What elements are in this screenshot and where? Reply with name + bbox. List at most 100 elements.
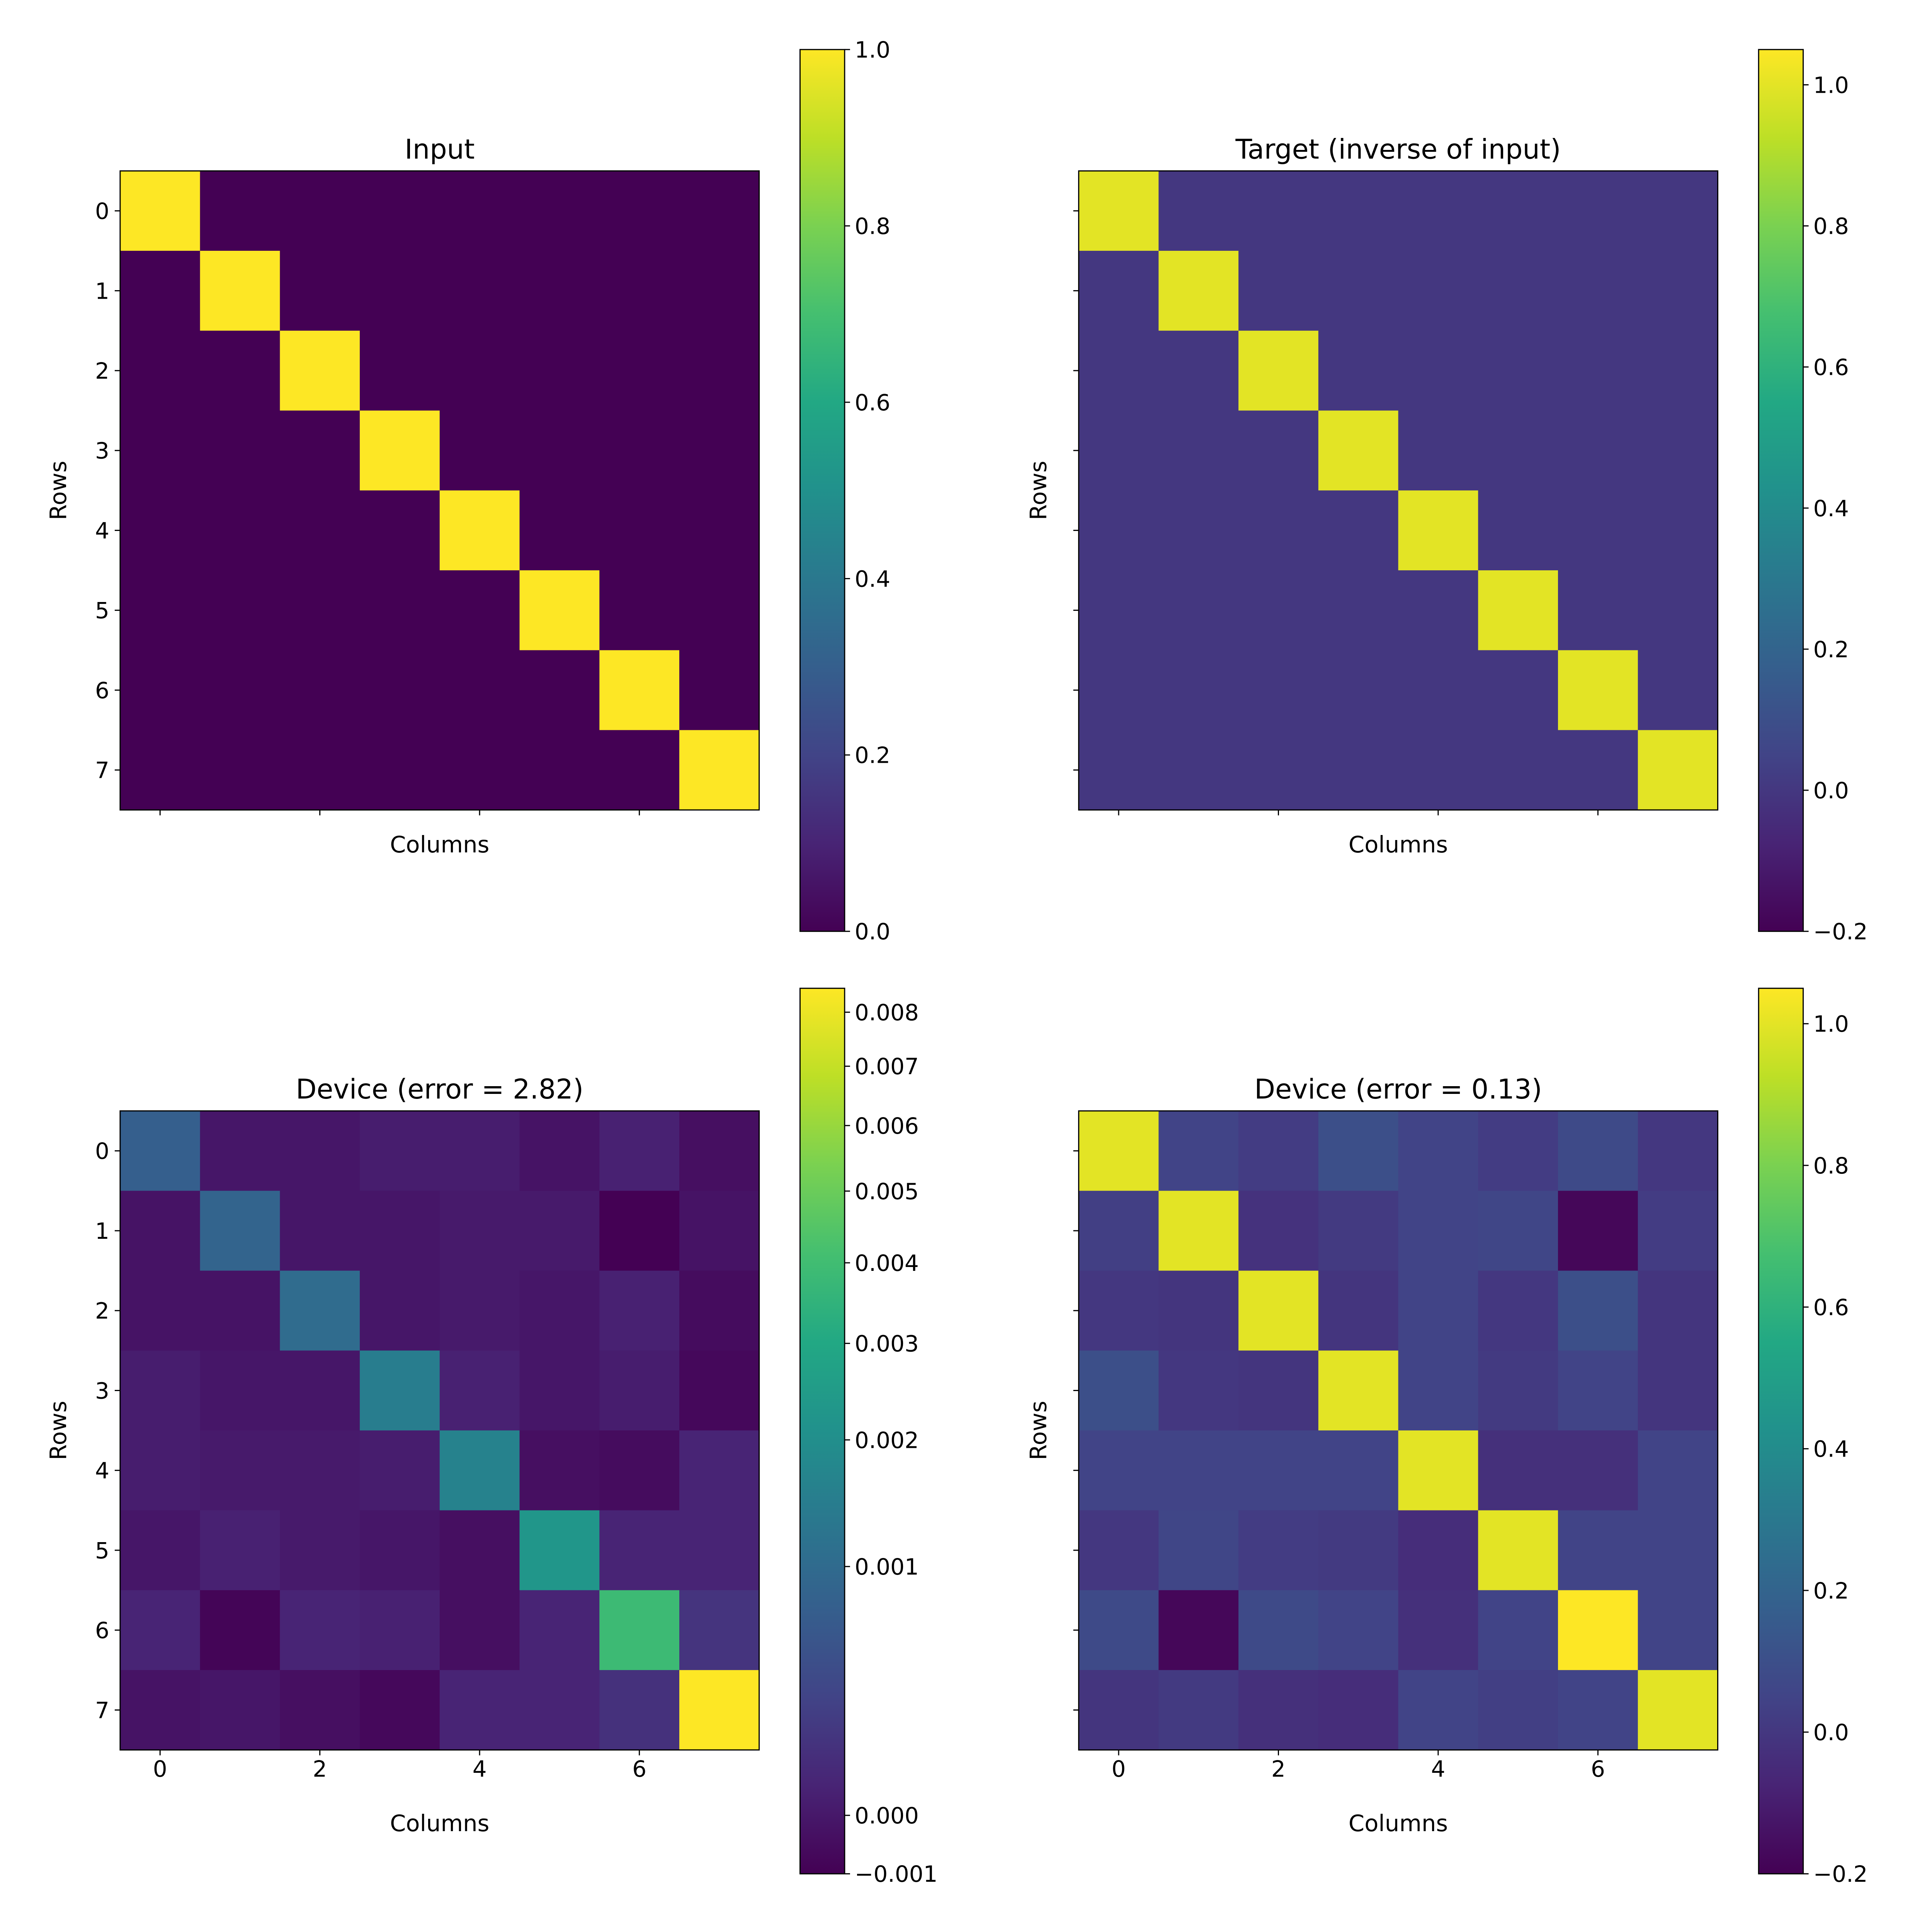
colorbar-tick-label: 0.005 (855, 1178, 919, 1204)
heatmap-cell-r7-c6 (1558, 1670, 1638, 1750)
heatmap-cell-r2-c0 (120, 330, 201, 411)
heatmap-cell-r2-c0 (1078, 330, 1159, 411)
heatmap-cell-r2-c2 (1238, 330, 1319, 411)
colorbar-tick-label: 0.6 (855, 389, 890, 416)
heatmap-cell-r1-c2 (280, 1190, 360, 1271)
chart-title: Device (error = 2.82) (296, 1073, 583, 1105)
x-axis-label: Columns (1349, 831, 1448, 858)
heatmap-cell-r5-c5 (519, 570, 600, 651)
heatmap-cell-r1-c2 (280, 251, 360, 331)
heatmap-cell-r0-c6 (599, 171, 680, 251)
heatmap-cell-r5-c2 (280, 570, 360, 651)
colorbar-tick-label: 0.4 (1813, 1436, 1849, 1462)
heatmap-cell-r4-c7 (1638, 1430, 1718, 1511)
heatmap-cell-r1-c1 (200, 251, 280, 331)
heatmap-cell-r7-c5 (519, 730, 600, 810)
heatmap-cell-r5-c3 (1318, 570, 1399, 651)
heatmap-cell-r5-c2 (1238, 1510, 1319, 1590)
heatmap-cell-r3-c5 (1478, 1350, 1558, 1431)
heatmap-cell-r0-c0 (1078, 171, 1159, 251)
colorbar-tick-label: 0.2 (1813, 636, 1849, 663)
y-tick-label: 6 (95, 1617, 109, 1644)
heatmap-cell-r2-c3 (360, 1270, 440, 1351)
heatmap-cell-r3-c3 (1318, 1350, 1399, 1431)
heatmap-cell-r7-c3 (1318, 730, 1399, 810)
heatmap-cell-r4-c4 (439, 490, 520, 571)
heatmap-cell-r3-c2 (280, 1350, 360, 1431)
heatmap-cell-r2-c3 (360, 330, 440, 411)
heatmap-cell-r3-c4 (1398, 1350, 1478, 1431)
heatmap-cell-r3-c4 (439, 410, 520, 491)
heatmap-cell-r6-c6 (599, 1590, 680, 1670)
y-tick-label: 3 (95, 438, 109, 464)
heatmap-cell-r3-c5 (1478, 410, 1558, 491)
heatmap-cell-r2-c0 (120, 1270, 201, 1351)
heatmap-cell-r6-c2 (280, 650, 360, 731)
heatmap-cell-r0-c2 (1238, 171, 1319, 251)
heatmap-cell-r4-c6 (1558, 490, 1638, 571)
heatmap-cell-r0-c4 (1398, 1111, 1478, 1191)
heatmap-cell-r2-c1 (1158, 1270, 1239, 1351)
heatmap-cell-r6-c1 (200, 650, 280, 731)
heatmap-cell-r7-c7 (1638, 730, 1718, 810)
colorbar-tick-label: 0.0 (855, 918, 890, 945)
heatmap-cell-r1-c0 (120, 251, 201, 331)
heatmap-cell-r7-c7 (679, 1670, 760, 1750)
heatmap-cell-r4-c2 (1238, 1430, 1319, 1511)
heatmap-cell-r4-c2 (280, 1430, 360, 1511)
heatmap-cell-r0-c4 (439, 1111, 520, 1191)
heatmap-cell-r4-c0 (120, 490, 201, 571)
y-tick-label: 4 (95, 1458, 109, 1484)
colorbar-device-1: −0.001 0.000 0.001 0.002 0.003 0.004 0.005 0.00… (799, 988, 938, 1887)
y-tick-label: 3 (95, 1378, 109, 1404)
heatmap-cell-r1-c6 (599, 251, 680, 331)
heatmap-cell-r7-c7 (679, 730, 760, 810)
heatmap-cell-r5-c7 (679, 570, 760, 651)
colorbar-tick-label: 0.6 (1813, 354, 1849, 381)
y-axis-label: Rows (45, 1401, 71, 1460)
heatmap-cell-r0-c7 (1638, 171, 1718, 251)
heatmap-cell-r2-c5 (1478, 330, 1558, 411)
x-tick-label: 2 (1271, 1756, 1286, 1782)
heatmap-cell-r6-c2 (1238, 650, 1319, 731)
heatmap-cell-r1-c3 (1318, 1190, 1399, 1271)
colorbar-gradient (1758, 988, 1804, 1874)
heatmap-cell-r7-c4 (1398, 1670, 1478, 1750)
axes-frame-device-2 (1078, 1110, 1719, 1751)
colorbar-tick-label: −0.2 (1813, 918, 1868, 945)
chart-title: Target (inverse of input) (1235, 133, 1561, 165)
heatmap-cell-r2-c4 (1398, 1270, 1478, 1351)
colorbar-target: −0.2 0.0 0.2 0.4 0.6 0.8 1.0 (1758, 49, 1868, 945)
y-tick-label: 2 (95, 358, 109, 384)
y-tick-label: 6 (95, 677, 109, 704)
heatmap-cell-r1-c7 (679, 1190, 760, 1271)
colorbar-tick-label: 0.8 (855, 213, 890, 239)
heatmap-cell-r6-c4 (439, 1590, 520, 1670)
heatmap-cell-r7-c1 (1158, 1670, 1239, 1750)
heatmap-cell-r1-c4 (439, 1190, 520, 1271)
colorbar-tick-label: 0.007 (855, 1053, 919, 1080)
x-axis-label: Columns (1349, 1810, 1448, 1837)
colorbar-gradient (1758, 49, 1804, 932)
heatmap-cell-r7-c2 (280, 1670, 360, 1750)
panel-target: Target (inverse of input) Columns Rows −… (1025, 49, 1868, 945)
heatmap-cell-r0-c2 (280, 1111, 360, 1191)
heatmap-cell-r0-c0 (120, 171, 201, 251)
y-tick-label: 1 (95, 278, 109, 304)
heatmap-cell-r6-c1 (200, 1590, 280, 1670)
heatmap-cell-r7-c6 (599, 1670, 680, 1750)
heatmap-cell-r7-c4 (439, 1670, 520, 1750)
heatmap-cell-r1-c3 (1318, 251, 1399, 331)
heatmap-cell-r0-c6 (1558, 1111, 1638, 1191)
heatmap-cell-r1-c1 (1158, 251, 1239, 331)
colorbar-gradient (799, 49, 845, 932)
heatmap-cell-r3-c2 (1238, 1350, 1319, 1431)
colorbar-tick-label: 1.0 (1813, 72, 1849, 98)
heatmap-cell-r7-c1 (1158, 730, 1239, 810)
heatmap-cell-r1-c2 (1238, 1190, 1319, 1271)
heatmap-cell-r0-c3 (1318, 1111, 1399, 1191)
heatmap-cell-r3-c3 (360, 410, 440, 491)
heatmap-cell-r1-c7 (679, 251, 760, 331)
heatmap-cell-r5-c7 (679, 1510, 760, 1590)
axes-frame-input (119, 170, 760, 811)
